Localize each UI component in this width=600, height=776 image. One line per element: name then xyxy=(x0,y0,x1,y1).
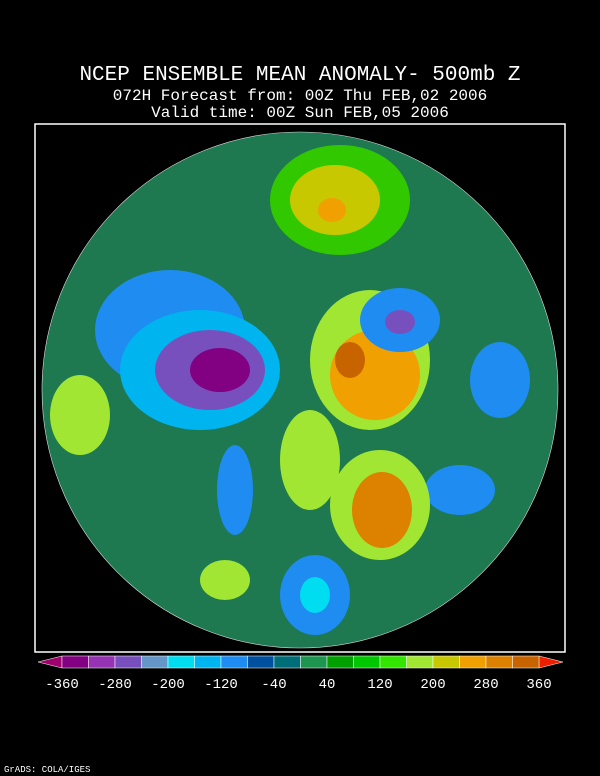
colorbar-label: 40 xyxy=(319,677,336,693)
colorbar-label: 120 xyxy=(367,677,392,693)
valid-line: Valid time: 00Z Sun FEB,05 2006 xyxy=(151,104,449,122)
map-edge xyxy=(41,131,559,649)
colorbar-box xyxy=(485,655,513,669)
colorbar-box xyxy=(459,655,487,669)
colorbar-box xyxy=(61,655,89,669)
colorbar-box xyxy=(220,655,248,669)
footer: GrADS: COLA/IGES xyxy=(4,765,90,775)
colorbar-box xyxy=(326,655,354,669)
colorbar-label: 360 xyxy=(526,677,551,693)
colorbar-box xyxy=(273,655,301,669)
colorbar-box xyxy=(141,655,169,669)
colorbar-box xyxy=(247,655,275,669)
colorbar-box xyxy=(167,655,195,669)
colorbar-label: -40 xyxy=(261,677,286,693)
colorbar-label: -280 xyxy=(98,677,132,693)
colorbar-label: 200 xyxy=(420,677,445,693)
colorbar-label: 280 xyxy=(473,677,498,693)
colorbar-box xyxy=(114,655,142,669)
colorbar: -360 -280 -200 -120 -40 40 120 200 280 360 xyxy=(37,655,564,693)
colorbar-box xyxy=(512,655,540,669)
title: NCEP ENSEMBLE MEAN ANOMALY- 500mb Z xyxy=(79,64,520,87)
colorbar-box xyxy=(353,655,381,669)
colorbar-box xyxy=(300,655,328,669)
map-field xyxy=(42,132,558,648)
colorbar-box xyxy=(406,655,434,669)
colorbar-box xyxy=(379,655,407,669)
colorbar-label: -360 xyxy=(45,677,79,693)
colorbar-box xyxy=(88,655,116,669)
colorbar-low xyxy=(37,655,63,669)
colorbar-box xyxy=(432,655,460,669)
colorbar-high xyxy=(538,655,564,669)
colorbar-box xyxy=(194,655,222,669)
colorbar-label: -120 xyxy=(204,677,238,693)
forecast-line: 072H Forecast from: 00Z Thu FEB,02 2006 xyxy=(113,87,487,105)
colorbar-label: -200 xyxy=(151,677,185,693)
